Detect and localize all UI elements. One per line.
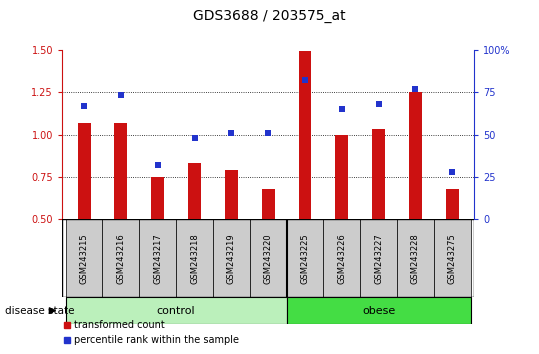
Bar	[409, 92, 422, 219]
Bar	[188, 164, 201, 219]
Bar	[66, 219, 102, 297]
Text: GSM243228: GSM243228	[411, 233, 420, 284]
Text: GSM243227: GSM243227	[374, 233, 383, 284]
Bar	[139, 219, 176, 297]
Text: disease state: disease state	[5, 306, 75, 316]
Bar	[323, 219, 360, 297]
Bar	[102, 219, 139, 297]
Text: control: control	[157, 306, 196, 316]
Bar	[78, 122, 91, 219]
Bar	[262, 189, 274, 219]
Text: GSM243225: GSM243225	[300, 233, 309, 284]
Bar	[250, 219, 287, 297]
Text: GSM243216: GSM243216	[116, 233, 126, 284]
Text: GSM243219: GSM243219	[227, 233, 236, 284]
Text: GSM243220: GSM243220	[264, 233, 273, 284]
Bar	[360, 219, 397, 297]
Bar	[372, 130, 385, 219]
Bar	[176, 219, 213, 297]
Text: obese: obese	[362, 306, 395, 316]
Bar	[397, 219, 434, 297]
Bar	[225, 170, 238, 219]
Bar	[335, 135, 348, 219]
Bar	[287, 297, 471, 324]
Bar	[299, 51, 312, 219]
Text: GSM243215: GSM243215	[80, 233, 88, 284]
Text: GSM243217: GSM243217	[153, 233, 162, 284]
Text: GDS3688 / 203575_at: GDS3688 / 203575_at	[193, 9, 346, 23]
Legend: transformed count, percentile rank within the sample: transformed count, percentile rank withi…	[59, 316, 243, 349]
Bar	[151, 177, 164, 219]
Text: GSM243218: GSM243218	[190, 233, 199, 284]
Bar	[434, 219, 471, 297]
Bar	[287, 219, 323, 297]
Text: GSM243226: GSM243226	[337, 233, 346, 284]
Bar	[66, 297, 287, 324]
Bar	[114, 122, 127, 219]
Bar	[446, 189, 459, 219]
Bar	[213, 219, 250, 297]
Text: GSM243275: GSM243275	[448, 233, 457, 284]
